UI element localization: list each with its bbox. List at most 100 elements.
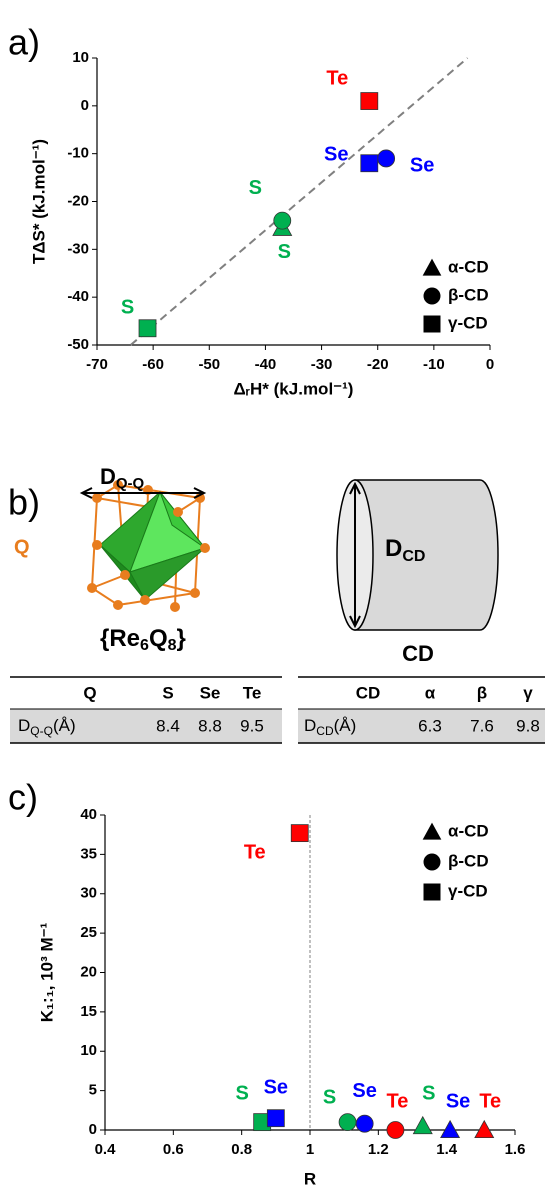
x-tick-label: -20 <box>367 356 389 373</box>
cd-distance-label: DCD <box>385 535 425 565</box>
x-tick-label: -50 <box>198 356 220 373</box>
point-label: S <box>323 1086 336 1108</box>
y-tick-label: -30 <box>67 240 89 257</box>
y-tick-label: 25 <box>80 924 97 941</box>
marker <box>386 1121 405 1139</box>
table-header: S <box>162 683 173 702</box>
legend-label: β-CD <box>448 285 489 304</box>
y-tick-label: 0 <box>89 1121 97 1138</box>
x-axis-label: ΔᵣH* (kJ.mol⁻¹) <box>234 379 354 398</box>
row-label-sub: Q-Q <box>30 724 53 738</box>
y-tick-label: 10 <box>72 49 89 66</box>
point-label: S <box>422 1082 435 1104</box>
legend-label: γ-CD <box>448 313 488 332</box>
point-label: Se <box>410 155 434 177</box>
marker <box>377 149 396 168</box>
y-axis-label: K₁:₁, 10³ M⁻¹ <box>37 922 56 1022</box>
point-label: Te <box>326 67 348 89</box>
point-label: Te <box>244 841 266 863</box>
legend-label: β-CD <box>448 851 489 870</box>
row-label-unit: (Å) <box>53 716 76 735</box>
x-tick-label: 1.4 <box>436 1141 458 1158</box>
cd-label: CD <box>402 641 434 666</box>
legend-label: γ-CD <box>448 881 488 900</box>
y-tick-label: -40 <box>67 288 89 305</box>
x-tick-label: 0.8 <box>231 1141 252 1158</box>
y-tick-label: 0 <box>81 97 89 114</box>
table-header: Te <box>243 683 262 702</box>
marker <box>412 1115 433 1135</box>
legend-marker <box>423 883 441 901</box>
marker <box>360 154 379 173</box>
point-label: S <box>249 177 262 199</box>
marker <box>290 824 309 843</box>
x-tick-label: 1 <box>306 1141 314 1158</box>
point-label: Se <box>324 144 348 166</box>
row-background <box>10 709 282 743</box>
y-tick-label: 40 <box>80 806 97 823</box>
marker <box>360 92 379 110</box>
point-label: Se <box>352 1080 376 1102</box>
x-axis-label: R <box>304 1169 316 1188</box>
legend-marker <box>422 822 442 840</box>
panel-label: b) <box>8 482 40 523</box>
panel-label: a) <box>8 22 40 63</box>
y-tick-label: 35 <box>80 845 97 862</box>
table-header: CD <box>356 683 381 702</box>
table-cell: 9.5 <box>240 716 264 735</box>
row-label: DCD(Å) <box>304 716 356 738</box>
y-tick-label: -10 <box>67 145 89 162</box>
table-cell: 8.8 <box>198 716 222 735</box>
table-header: Q <box>83 683 96 702</box>
point-label: S <box>235 1082 248 1104</box>
table-cell: 9.8 <box>516 716 540 735</box>
distance-arrow <box>79 487 207 499</box>
table-header: Se <box>200 683 221 702</box>
table-header: γ <box>523 683 533 702</box>
legend-label: α-CD <box>448 821 489 840</box>
y-tick-label: 20 <box>80 963 97 980</box>
point-label: Se <box>446 1090 470 1112</box>
legend-marker <box>423 853 441 871</box>
row-label-sub: CD <box>316 724 334 738</box>
point-label: S <box>121 297 134 319</box>
x-tick-label: 0.4 <box>95 1141 117 1158</box>
table-header: β <box>477 683 487 702</box>
cylinder <box>336 479 499 631</box>
marker <box>355 1114 374 1133</box>
row-background <box>298 709 545 743</box>
table-cell: 8.4 <box>156 716 180 735</box>
trend-line <box>130 57 469 346</box>
y-tick-label: 5 <box>89 1082 97 1099</box>
point-label: Te <box>386 1090 408 1112</box>
row-label-unit: (Å) <box>334 716 357 735</box>
x-tick-label: -30 <box>311 356 333 373</box>
row-label: DQ-Q(Å) <box>18 716 76 738</box>
table-cell: 6.3 <box>418 716 442 735</box>
legend-label: α-CD <box>448 257 489 276</box>
row-label-main: D <box>304 716 316 735</box>
distance-label: DQ-Q <box>100 464 145 492</box>
legend-marker <box>423 287 441 305</box>
point-label: S <box>278 241 291 263</box>
table-cell: 7.6 <box>470 716 494 735</box>
y-tick-label: 30 <box>80 885 97 902</box>
x-tick-label: 0.6 <box>163 1141 184 1158</box>
x-tick-label: -70 <box>86 356 108 373</box>
y-tick-label: 10 <box>80 1042 97 1059</box>
table-header: α <box>425 683 436 702</box>
marker <box>474 1119 495 1139</box>
marker <box>338 1113 357 1132</box>
y-tick-label: 15 <box>80 1003 97 1020</box>
y-tick-label: -20 <box>67 192 89 209</box>
marker <box>273 211 292 230</box>
cluster-label: {Re6Q8} <box>100 625 186 654</box>
atom-label: Q <box>14 536 30 558</box>
legend-marker <box>422 258 442 276</box>
row-label-main: D <box>18 716 30 735</box>
x-tick-label: -40 <box>255 356 277 373</box>
marker <box>440 1119 461 1139</box>
point-label: Te <box>479 1090 501 1112</box>
